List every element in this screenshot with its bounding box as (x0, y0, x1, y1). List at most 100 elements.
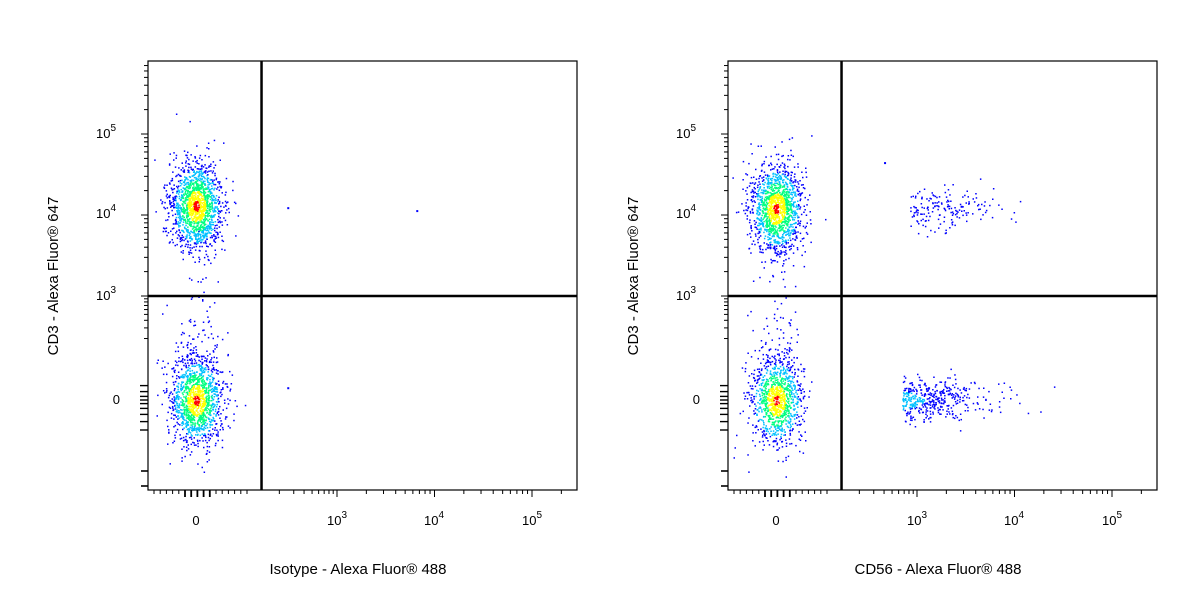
event-dot (205, 424, 208, 427)
event-dot (189, 120, 191, 123)
event-dot (210, 407, 212, 410)
event-dot (767, 220, 769, 222)
event-dot (207, 177, 210, 180)
event-dot (209, 222, 211, 224)
event-dot (205, 211, 208, 214)
event-dot (187, 444, 189, 446)
event-dot (203, 446, 205, 449)
event-dot (161, 202, 163, 205)
event-dot (785, 196, 787, 198)
event-dot (184, 199, 187, 202)
event-dot (187, 403, 189, 405)
event-dot (214, 408, 217, 411)
event-dot (199, 225, 202, 228)
event-dot (184, 386, 186, 389)
event-dot (195, 444, 197, 446)
event-dot (198, 201, 201, 204)
event-dot (213, 393, 215, 395)
event-dot (209, 437, 211, 440)
event-dot (803, 420, 806, 423)
event-dot (221, 224, 224, 226)
event-dot (174, 405, 176, 407)
event-dot (207, 430, 210, 432)
event-dot (777, 243, 780, 245)
event-dot (210, 225, 212, 227)
event-dot (213, 167, 215, 169)
event-dot (773, 246, 776, 249)
event-dot (186, 208, 189, 210)
event-dot (185, 178, 187, 180)
event-dot (760, 220, 763, 222)
event-dot (193, 230, 195, 233)
event-dot (967, 196, 969, 198)
event-dot (219, 159, 221, 161)
event-dot (769, 234, 771, 236)
event-dot (779, 197, 782, 199)
event-dot (751, 243, 753, 245)
event-dot (763, 217, 765, 219)
event-dot (763, 216, 766, 218)
event-dot (787, 402, 790, 405)
event-dot (192, 399, 194, 402)
event-dot (204, 235, 206, 237)
event-dot (195, 161, 197, 163)
event-dot (186, 191, 189, 193)
event-dot (774, 225, 776, 227)
event-dot (790, 177, 792, 179)
event-dot (938, 227, 940, 229)
event-dot (794, 210, 796, 212)
event-dot (748, 221, 751, 224)
event-dot (777, 173, 780, 175)
event-dot (774, 196, 776, 198)
event-dot (778, 367, 780, 370)
event-dot (766, 325, 769, 327)
event-dot (783, 199, 785, 201)
event-dot (206, 198, 209, 200)
event-dot (781, 141, 783, 143)
event-dot (193, 176, 196, 179)
event-dot (194, 172, 196, 174)
event-dot (212, 221, 215, 224)
event-dot (190, 443, 192, 446)
event-dot (773, 192, 776, 194)
event-dot (221, 248, 223, 251)
event-dot (786, 218, 789, 221)
event-dot (788, 200, 790, 203)
event-dot (171, 375, 174, 378)
event-dot (186, 370, 189, 372)
event-dot (157, 394, 159, 397)
event-dot (784, 286, 786, 288)
event-dot (204, 360, 206, 362)
event-dot (186, 234, 188, 236)
event-dot (764, 200, 766, 202)
event-dot (185, 408, 187, 411)
event-dot (762, 224, 764, 226)
event-dot (224, 194, 227, 196)
event-dot (945, 229, 947, 232)
event-dot (199, 229, 202, 232)
event-dot (775, 153, 778, 156)
event-dot (219, 181, 221, 183)
event-dot (177, 418, 179, 420)
event-dot (790, 215, 793, 217)
event-dot (188, 408, 190, 410)
event-dot (766, 185, 769, 188)
event-dot (215, 210, 217, 213)
event-dot (187, 448, 190, 450)
event-dot (175, 431, 177, 433)
x-tick-label: 103 (327, 510, 347, 528)
event-dot (178, 209, 180, 212)
event-dot (209, 382, 211, 385)
event-dot (763, 187, 765, 189)
event-dot (176, 202, 178, 204)
event-dot (771, 213, 773, 215)
event-dot (765, 215, 767, 218)
event-dot (777, 193, 780, 195)
event-dot (778, 202, 780, 204)
event-dot (952, 184, 954, 186)
event-dot (196, 395, 198, 397)
event-dot (776, 252, 778, 255)
event-dot (202, 375, 205, 377)
event-dot (197, 233, 199, 235)
event-dot (758, 204, 761, 206)
